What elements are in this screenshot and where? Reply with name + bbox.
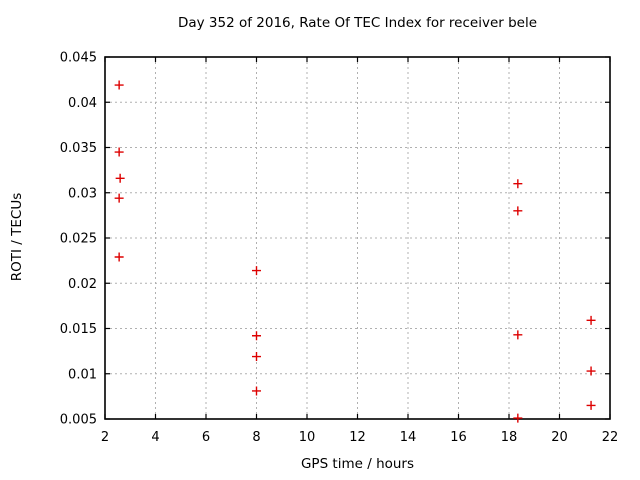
data-point-marker — [513, 179, 523, 189]
x-tick-label: 2 — [101, 430, 109, 445]
y-tick-label: 0.04 — [68, 96, 97, 111]
y-tick-label: 0.025 — [60, 232, 97, 247]
y-axis-label: ROTI / TECUs — [9, 192, 25, 282]
chart-title: Day 352 of 2016, Rate Of TEC Index for r… — [177, 15, 538, 31]
y-tick-label: 0.005 — [60, 413, 97, 428]
data-point-marker — [115, 173, 125, 183]
x-tick-label: 12 — [349, 430, 366, 445]
y-tick-label: 0.02 — [68, 277, 97, 292]
data-point-marker — [513, 330, 523, 340]
data-point-marker — [513, 206, 523, 216]
x-axis-label: GPS time / hours — [300, 456, 415, 472]
data-point-marker — [114, 147, 124, 157]
x-tick-label: 18 — [501, 430, 518, 445]
x-tick-label: 20 — [551, 430, 568, 445]
data-point-marker — [586, 315, 596, 325]
data-point-marker — [252, 352, 261, 362]
x-tick-label: 14 — [400, 430, 417, 445]
data-point-marker — [586, 366, 596, 376]
y-tick-label: 0.03 — [68, 186, 97, 201]
y-tick-label: 0.045 — [60, 51, 97, 66]
data-point-marker — [252, 331, 261, 341]
data-point-marker — [114, 193, 124, 203]
data-point-marker — [252, 266, 261, 276]
x-tick-label: 6 — [202, 430, 210, 445]
x-tick-label: 8 — [252, 430, 260, 445]
y-tick-label: 0.035 — [60, 141, 97, 156]
data-point-marker — [586, 400, 596, 410]
x-tick-label: 16 — [450, 430, 467, 445]
data-point-marker — [114, 252, 124, 262]
data-point-marker — [114, 80, 124, 90]
y-tick-label: 0.015 — [60, 322, 97, 337]
data-point-marker — [252, 386, 261, 396]
x-tick-label: 22 — [602, 430, 619, 445]
x-tick-label: 4 — [151, 430, 159, 445]
x-tick-label: 10 — [299, 430, 316, 445]
y-tick-label: 0.01 — [68, 367, 97, 382]
data-point-marker — [513, 413, 523, 423]
